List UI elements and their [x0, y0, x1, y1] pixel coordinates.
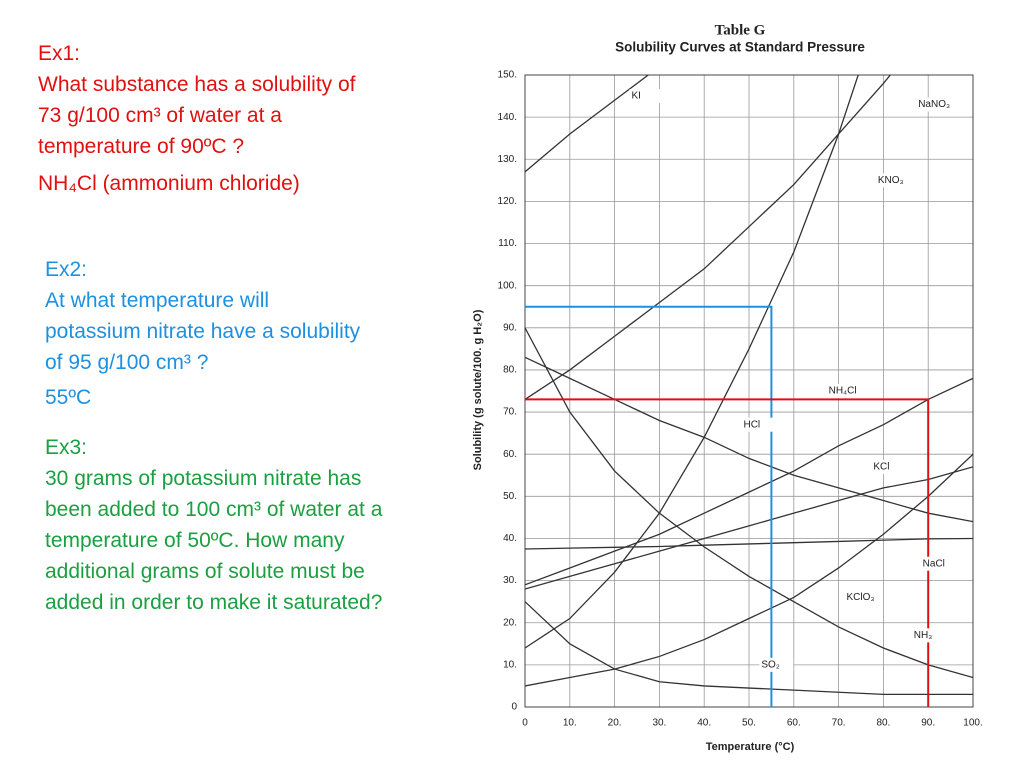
- curve: [525, 356, 973, 523]
- ex3: Ex3: 30 grams of potassium nitrate has b…: [45, 432, 390, 618]
- curve: [525, 537, 973, 550]
- x-tick-label: 50.: [742, 718, 756, 729]
- x-tick-label: 100.: [963, 718, 982, 729]
- curve-label-bg: [629, 89, 664, 104]
- curve: [525, 453, 973, 687]
- ex2-answer: 55ºC: [45, 386, 92, 409]
- curve-label: NaNO₃: [918, 99, 950, 110]
- y-tick-label: 110.: [498, 238, 517, 249]
- y-tick-label: 100.: [498, 280, 517, 291]
- curve-label: NaCl: [923, 558, 945, 569]
- ex2-heading: Ex2:: [45, 258, 88, 281]
- x-tick-label: 60.: [787, 718, 801, 729]
- curve-label: HCl: [743, 419, 760, 430]
- ex2: Ex2: At what temperature will potassium …: [45, 254, 365, 413]
- curve-label-bg: [871, 459, 906, 474]
- curve-label: NH₄Cl: [829, 386, 857, 397]
- x-tick-label: 90.: [921, 718, 935, 729]
- curve-label: KNO₃: [878, 175, 904, 186]
- ex1-question: What substance has a solubility of 73 g/…: [38, 73, 356, 158]
- y-tick-label: 150.: [498, 70, 517, 81]
- curve-label: SO₂: [761, 660, 779, 671]
- x-tick-label: 0: [522, 718, 528, 729]
- x-axis-label: Temperature (°C): [706, 741, 795, 753]
- curve: [525, 327, 973, 679]
- plot-area: [525, 75, 973, 696]
- y-tick-label: 20.: [503, 617, 517, 628]
- curve-label-bg: [844, 590, 879, 605]
- curve-label-bg: [911, 628, 946, 643]
- curve-label: KCl: [873, 461, 889, 472]
- x-tick-label: 70.: [832, 718, 846, 729]
- curve-label-bg: [826, 384, 861, 398]
- y-tick-label: 0: [511, 702, 517, 713]
- curve-label: KI: [631, 91, 640, 102]
- ex2-question: At what temperature will potassium nitra…: [45, 289, 361, 374]
- y-tick-label: 90.: [503, 322, 517, 333]
- x-tick-label: 40.: [697, 718, 711, 729]
- y-tick-label: 130.: [498, 154, 517, 165]
- y-tick-label: 70.: [503, 407, 517, 418]
- y-tick-label: 60.: [503, 449, 517, 460]
- ex3-heading: Ex3:: [45, 436, 88, 459]
- curve-label-bg: [759, 657, 794, 672]
- curve: [525, 466, 973, 590]
- curve: [525, 377, 973, 586]
- y-axis-label: Solubility (g solute/100. g H₂O): [472, 309, 484, 470]
- y-tick-label: 140.: [498, 112, 517, 123]
- curve-label-bg: [916, 97, 951, 112]
- ex1: Ex1: What substance has a solubility of …: [38, 38, 368, 199]
- curve-label: KClO₃: [847, 592, 875, 603]
- x-tick-label: 10.: [563, 718, 577, 729]
- ex1-heading: Ex1:: [38, 42, 81, 65]
- curve-label-bg: [920, 556, 955, 571]
- y-tick-label: 40.: [503, 533, 517, 544]
- chart-subtitle: Solubility Curves at Standard Pressure: [615, 40, 865, 55]
- y-tick-label: 30.: [503, 575, 517, 586]
- ex1-answer: NH₄Cl (ammonium chloride): [38, 172, 300, 195]
- ex3-question: 30 grams of potassium nitrate has been a…: [45, 467, 383, 614]
- curve-label-bg: [741, 417, 776, 432]
- curve-label: NH₃: [914, 630, 933, 641]
- y-tick-label: 50.: [503, 491, 517, 502]
- chart-title: Table G: [715, 22, 766, 38]
- x-tick-label: 80.: [876, 718, 890, 729]
- y-tick-label: 80.: [503, 365, 517, 376]
- curve: [525, 75, 650, 173]
- curve: [525, 75, 892, 400]
- plot-frame: [524, 74, 974, 708]
- guide-line: [525, 305, 773, 707]
- y-tick-label: 120.: [498, 196, 517, 207]
- x-tick-label: 20.: [608, 718, 622, 729]
- guide-line: [525, 398, 930, 707]
- x-tick-label: 30.: [652, 718, 666, 729]
- curve: [525, 601, 973, 696]
- curve-label-bg: [875, 173, 910, 188]
- y-tick-label: 10.: [503, 660, 517, 671]
